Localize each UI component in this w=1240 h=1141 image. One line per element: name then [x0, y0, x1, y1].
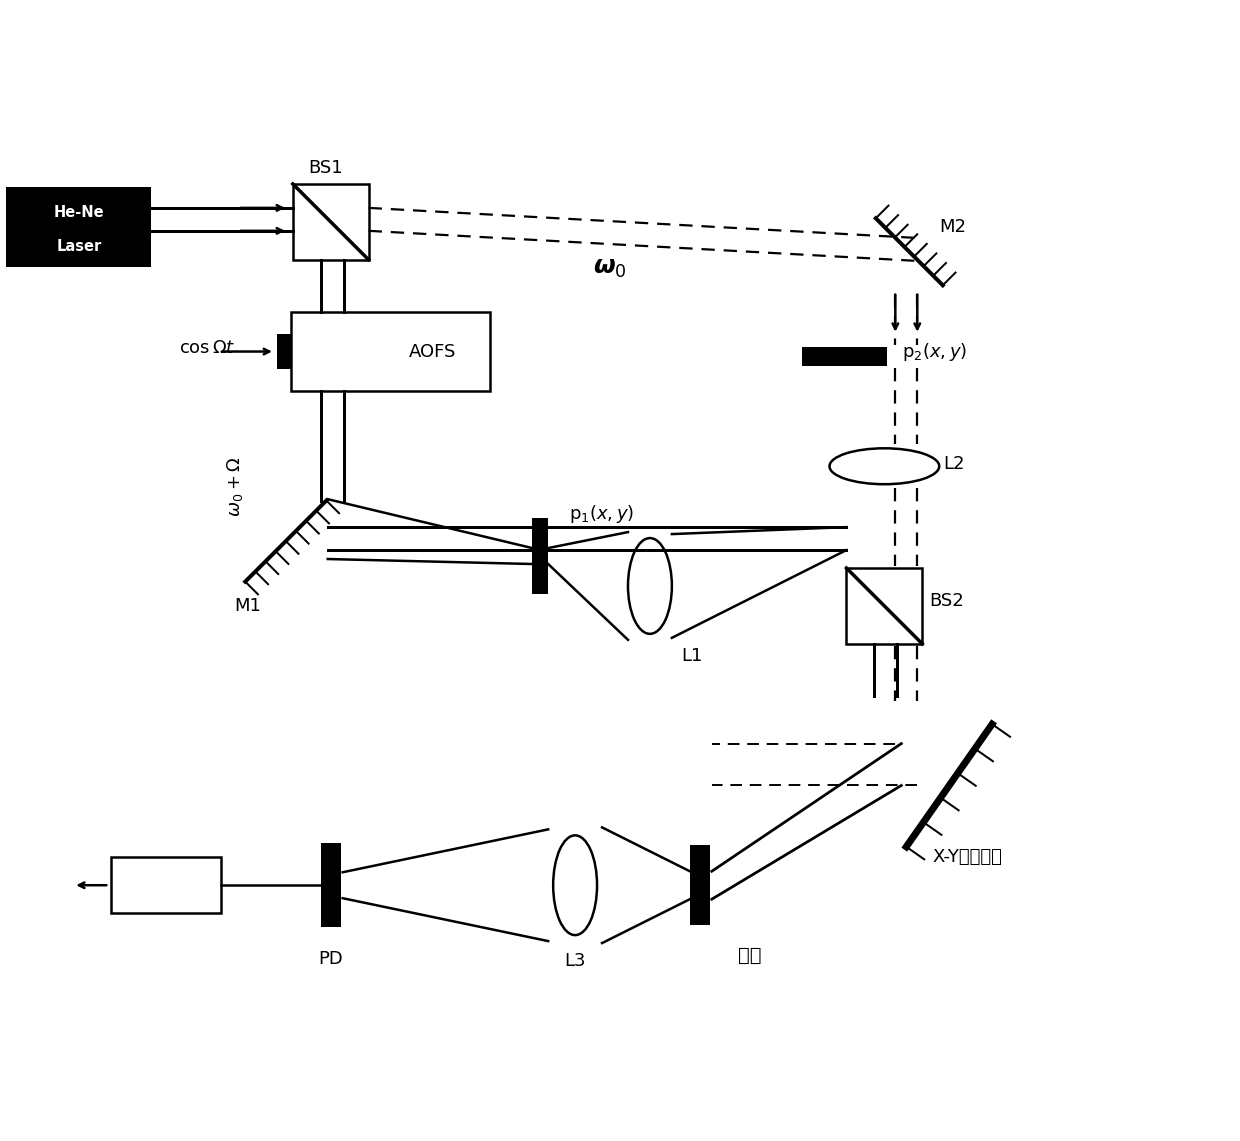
Bar — [6, 187, 151, 267]
Text: X-Y扫描振镜: X-Y扫描振镜 — [932, 848, 1002, 866]
Text: $\boldsymbol{\omega}_0$: $\boldsymbol{\omega}_0$ — [593, 256, 627, 280]
Bar — [689, 845, 709, 925]
Text: L1: L1 — [681, 647, 703, 665]
Bar — [847, 568, 923, 644]
Text: $\cos\Omega t$: $\cos\Omega t$ — [179, 339, 236, 356]
Text: L2: L2 — [944, 455, 965, 474]
Text: PD: PD — [319, 950, 343, 968]
Text: He-Ne: He-Ne — [53, 205, 104, 220]
Text: 物体: 物体 — [738, 946, 761, 964]
Bar — [112, 857, 221, 913]
Text: $\mathrm{p}_2(x, y)$: $\mathrm{p}_2(x, y)$ — [901, 340, 967, 363]
Text: Laser: Laser — [56, 240, 102, 254]
Bar — [802, 347, 887, 366]
Text: M2: M2 — [940, 218, 967, 236]
Text: $\mathrm{p}_1(x, y)$: $\mathrm{p}_1(x, y)$ — [569, 503, 635, 525]
Bar — [532, 518, 548, 594]
Text: M1: M1 — [234, 597, 262, 615]
Text: L3: L3 — [564, 952, 585, 970]
Text: AOFS: AOFS — [409, 342, 456, 361]
Bar — [321, 843, 341, 928]
Text: BS2: BS2 — [929, 592, 963, 610]
Bar — [277, 333, 291, 370]
Text: BS1: BS1 — [309, 159, 343, 177]
Bar — [293, 184, 368, 260]
Bar — [291, 311, 490, 391]
Text: $\omega_0+\Omega$: $\omega_0+\Omega$ — [224, 456, 246, 517]
